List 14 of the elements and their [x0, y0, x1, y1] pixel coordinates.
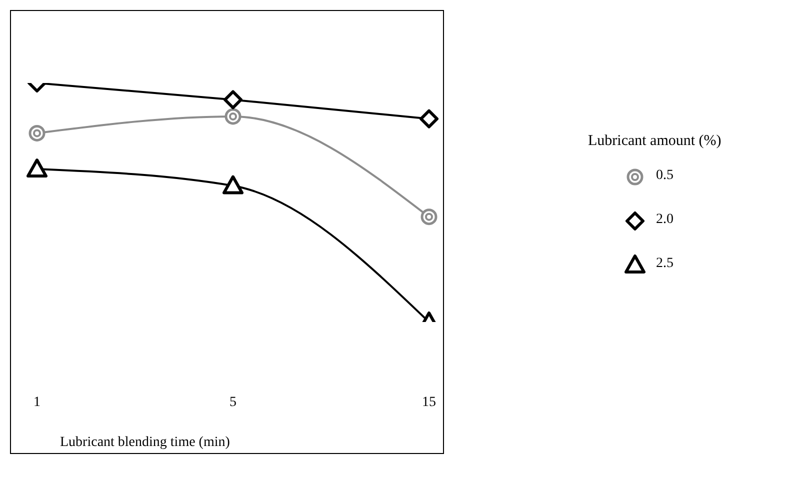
point: [420, 109, 438, 128]
legend-title: Lubricant amount (%): [588, 133, 722, 150]
x-tick-label: 15: [422, 394, 436, 410]
legend-label: 0.5: [656, 168, 674, 184]
x-axis-title: Lubricant blending time (min): [60, 435, 230, 450]
x-tick-label: 5: [230, 394, 236, 410]
point: [224, 90, 242, 110]
legend-label: 2.0: [656, 212, 674, 228]
x-tick-label: 1: [34, 394, 40, 410]
point: [224, 108, 242, 125]
point: [222, 175, 244, 194]
point: [28, 124, 46, 142]
point: [26, 158, 48, 178]
legend-label: 2.5: [656, 256, 674, 272]
